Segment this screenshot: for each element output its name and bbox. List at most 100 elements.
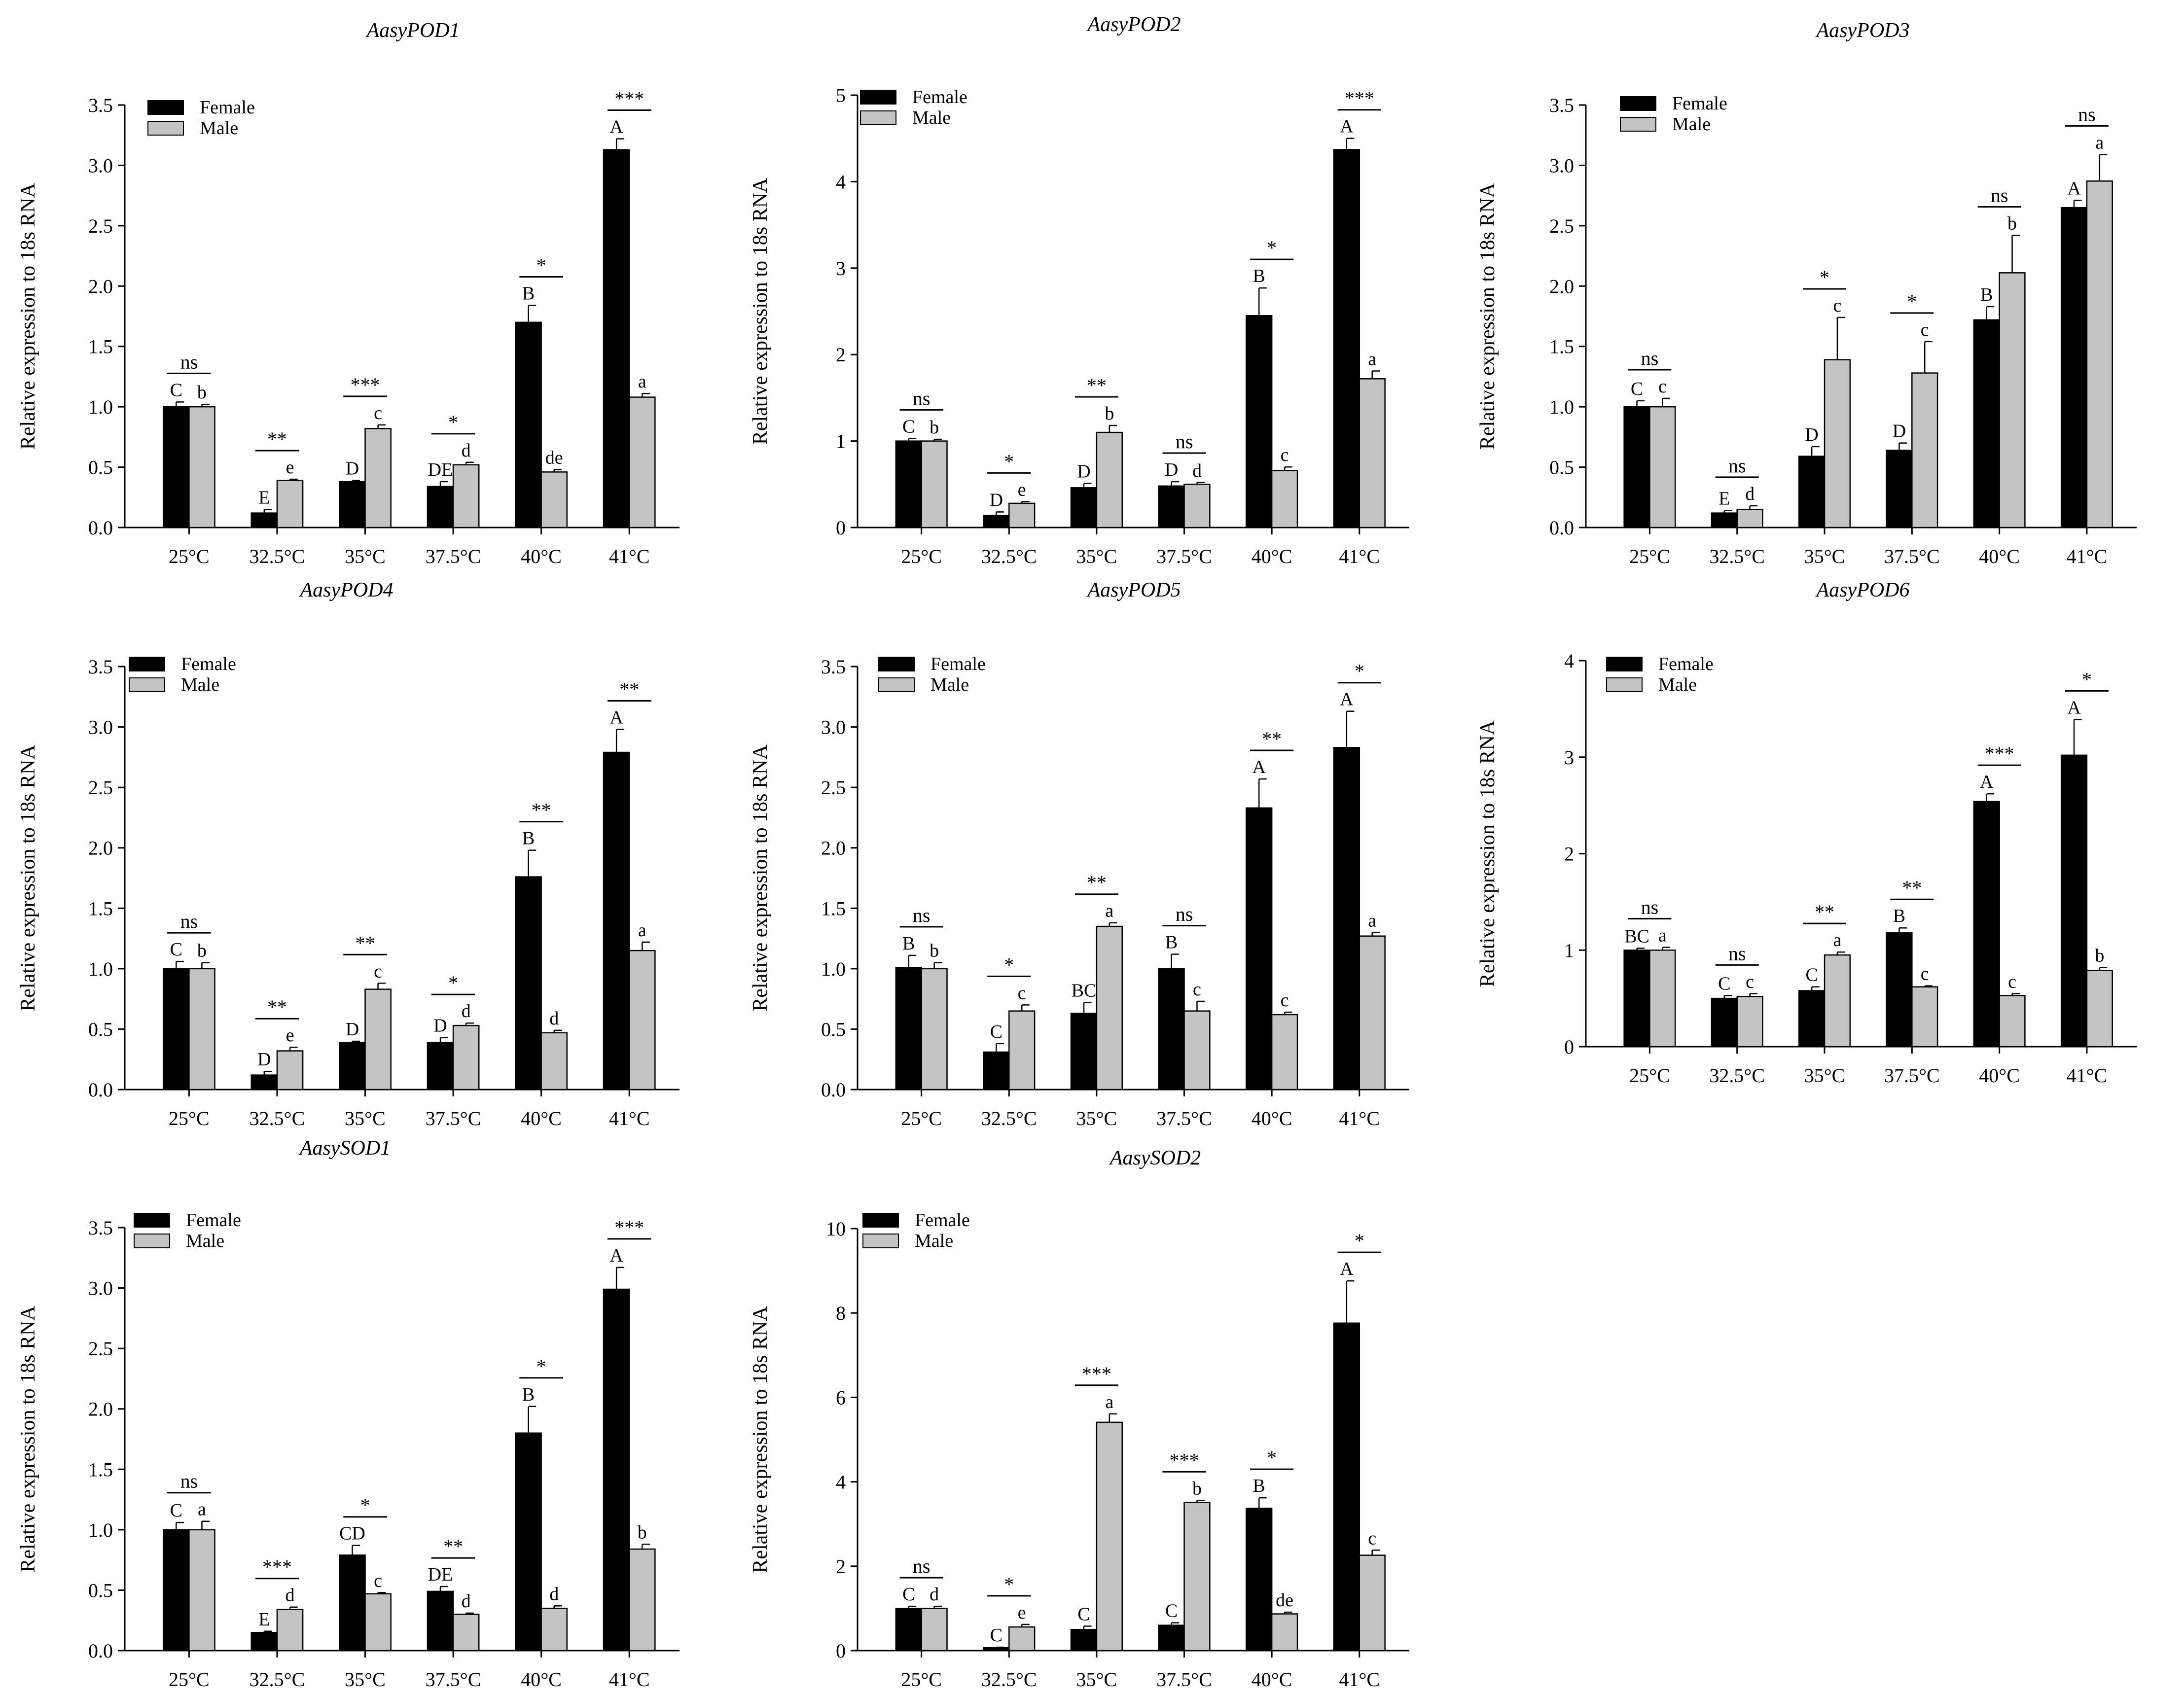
significance-label: *** (1345, 87, 1374, 109)
bar-male (628, 396, 656, 529)
significance-label: ns (180, 351, 198, 373)
letter-female: D (257, 1049, 271, 1070)
significance-label: ns (1176, 430, 1193, 453)
bar-male (188, 968, 215, 1091)
y-axis-label: Relative expression to 18s RNA (749, 1306, 772, 1573)
chart-title: AasyPOD3 (1815, 19, 1910, 42)
letter-male: c (1193, 979, 1201, 1000)
letter-male: c (1921, 964, 1929, 985)
chart-panel: AasyPOD6 0 1 2 3 4 Relative expression to 18s … (1476, 579, 2137, 1087)
x-tick-label: 37.5°C (1884, 545, 1940, 567)
legend-label-male: Male (915, 1231, 953, 1251)
letter-female: C (1165, 1601, 1178, 1622)
bar-female (1070, 1013, 1098, 1091)
letter-female: D (1805, 424, 1818, 445)
letter-female: B (522, 1384, 535, 1405)
x-tick-label: 37.5°C (426, 545, 481, 567)
bar-female (1973, 801, 2000, 1048)
legend-swatch-male (878, 677, 915, 692)
x-tick-label: 25°C (901, 545, 942, 567)
y-tick-label: 10 (826, 1218, 846, 1240)
y-axis-label: Relative expression to 18s RNA (1476, 720, 1499, 987)
letter-female: C (1805, 965, 1818, 986)
letter-male: a (1833, 930, 1841, 951)
y-tick-label: 2.5 (88, 1338, 113, 1360)
bar-male (1649, 406, 1676, 529)
significance-label: ns (1991, 184, 2008, 206)
chart-title: AasyPOD6 (1815, 579, 1910, 601)
chart-panel: AasyPOD5 0.0 0.5 1.0 1.5 2.0 2.5 3.0 3.5 Relative… (749, 579, 1409, 1129)
y-tick-label: 6 (836, 1386, 846, 1409)
y-tick-label: 0.0 (88, 1079, 113, 1101)
y-tick-label: 2.5 (88, 215, 113, 237)
chart-panel: AasySOD2 0 2 4 6 8 10 Relative expression to 18… (749, 1147, 1409, 1691)
letter-male: c (1833, 295, 1841, 316)
bar-male (452, 464, 480, 529)
legend-swatch-female (147, 100, 184, 115)
letter-male: d (462, 440, 471, 461)
bar-male (276, 480, 304, 529)
x-tick-label: 32.5°C (981, 1668, 1037, 1691)
y-tick-label: 0.0 (88, 517, 113, 539)
bar-male (1008, 502, 1036, 529)
y-tick-label: 3.0 (1549, 154, 1574, 176)
significance-label: * (1907, 290, 1917, 313)
chart-panel: AasyPOD1 0.0 0.5 1.0 1.5 2.0 2.5 3.0 3.5 Relative… (17, 19, 680, 567)
y-tick-label: 1.0 (88, 396, 113, 418)
y-tick-label: 4 (1564, 650, 1574, 672)
significance-label: ** (532, 799, 551, 821)
letter-male: c (1746, 971, 1754, 992)
y-tick-label: 1.5 (1549, 336, 1574, 358)
legend-label-male: Male (186, 1231, 224, 1251)
legend-label-female: Female (1658, 654, 1714, 674)
y-tick-label: 2.5 (88, 776, 113, 799)
letter-female: E (258, 1609, 270, 1630)
legend-swatch-female (860, 90, 896, 105)
bar-male (276, 1050, 304, 1091)
y-tick-label: 3.5 (88, 94, 113, 116)
significance-label: ** (267, 428, 287, 450)
y-tick-label: 0.5 (821, 1018, 846, 1040)
y-tick-label: 2 (1564, 843, 1574, 865)
x-tick-label: 35°C (1076, 1668, 1117, 1691)
y-tick-label: 0 (836, 1640, 846, 1662)
bar-female (427, 486, 454, 529)
letter-male: a (2095, 132, 2104, 153)
bar-male (1359, 935, 1386, 1091)
y-tick-label: 0.5 (88, 457, 113, 479)
y-tick-label: 3 (836, 257, 846, 280)
letter-female: BC (1072, 980, 1097, 1001)
bar-female (2060, 207, 2088, 529)
x-tick-label: 40°C (1252, 1107, 1292, 1129)
letter-female: B (1893, 906, 1905, 926)
y-tick-label: 2.0 (88, 837, 113, 859)
x-tick-label: 25°C (169, 1107, 210, 1129)
significance-label: ns (913, 1555, 931, 1577)
legend-swatch-female (1620, 96, 1656, 111)
letter-male: d (1192, 460, 1202, 481)
x-tick-label: 41°C (609, 1668, 650, 1691)
letter-female: C (170, 939, 182, 960)
bar-female (1798, 456, 1826, 529)
bar-male (921, 1608, 948, 1652)
legend-swatch-male (860, 110, 896, 125)
significance-label: ns (1176, 903, 1193, 925)
letter-female: A (609, 117, 623, 138)
y-tick-label: 3.0 (821, 716, 846, 739)
letter-male: c (374, 961, 382, 982)
x-tick-label: 40°C (1979, 1064, 2020, 1087)
letter-male: b (930, 417, 939, 438)
letter-male: de (1276, 1590, 1293, 1611)
bar-male (1999, 272, 2026, 529)
bar-female (515, 321, 542, 529)
significance-label: ** (1262, 728, 1282, 750)
chart-title: AasyPOD5 (1086, 579, 1181, 601)
legend-swatch-female (129, 657, 165, 671)
letter-female: B (522, 828, 535, 849)
bar-female (603, 149, 630, 529)
chart-title: AasySOD2 (1109, 1147, 1201, 1169)
bar-female (339, 481, 366, 529)
